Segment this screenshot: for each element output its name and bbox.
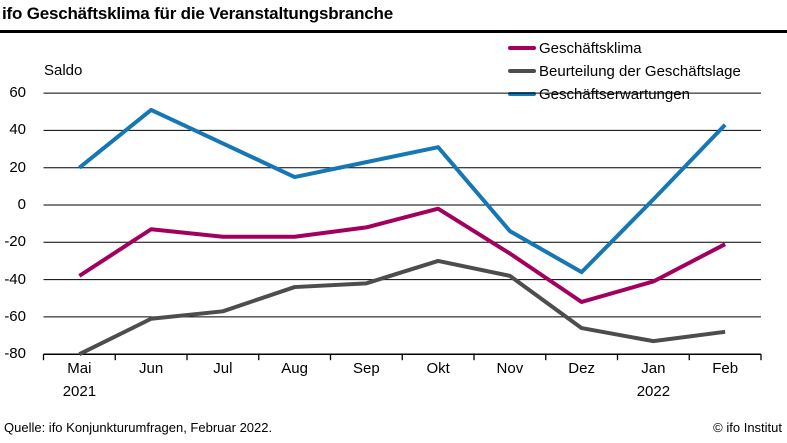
x-tick-label: Jun (139, 360, 164, 377)
x-tick-label: Aug (281, 360, 308, 377)
x-tick-label: Feb (712, 360, 739, 377)
y-tick-label: -20 (4, 233, 26, 251)
legend-item-geschaeftslage: Beurteilung der Geschäftslage (508, 62, 741, 80)
legend: Geschäftsklima Beurteilung der Geschäfts… (508, 39, 741, 103)
legend-label: Geschäftserwartungen (539, 85, 690, 103)
x-axis-year-label: 2022 (636, 383, 671, 400)
geschaeftserwartungen-line-swatch (508, 92, 536, 96)
x-axis-year-label: 2021 (62, 383, 97, 400)
x-tick-label: Sep (353, 360, 380, 377)
chart-title: ifo Geschäftsklima für die Veranstaltung… (2, 4, 393, 23)
y-tick-label: 20 (9, 158, 26, 176)
legend-label: Geschäftsklima (539, 39, 642, 57)
series-line-gesch-ftsklima (78, 206, 727, 304)
geschaeftsklima-line-swatch (508, 46, 536, 50)
y-tick-label: -60 (4, 307, 26, 325)
copyright-note: © ifo Institut (713, 420, 782, 435)
geschaeftslage-line-swatch (508, 69, 536, 73)
series-line-gesch-ftserwartungen (78, 107, 727, 275)
x-tick-label: Jul (213, 360, 233, 377)
legend-item-geschaeftsklima: Geschäftsklima (508, 39, 741, 57)
x-tick-label: Nov (496, 360, 524, 377)
x-tick-label: Dez (568, 360, 595, 377)
y-tick-label: 0 (17, 196, 26, 213)
legend-label: Beurteilung der Geschäftslage (539, 62, 741, 80)
series-line-beurteilung-der-gesch-ftslage (78, 258, 726, 356)
y-tick-label: -80 (4, 345, 26, 363)
y-tick-label: 40 (9, 121, 26, 139)
x-tick-label: Mai (67, 360, 92, 377)
legend-item-geschaeftserwartungen: Geschäftserwartungen (508, 85, 741, 103)
title-underline (0, 30, 787, 33)
x-tick-label: Jan (641, 360, 666, 377)
x-tick-label: Okt (426, 360, 450, 377)
y-axis-unit-label: Saldo (44, 62, 83, 79)
y-tick-label: -40 (4, 270, 26, 288)
y-tick-label: 60 (9, 84, 26, 102)
source-note: Quelle: ifo Konjunkturumfragen, Februar … (4, 420, 273, 435)
